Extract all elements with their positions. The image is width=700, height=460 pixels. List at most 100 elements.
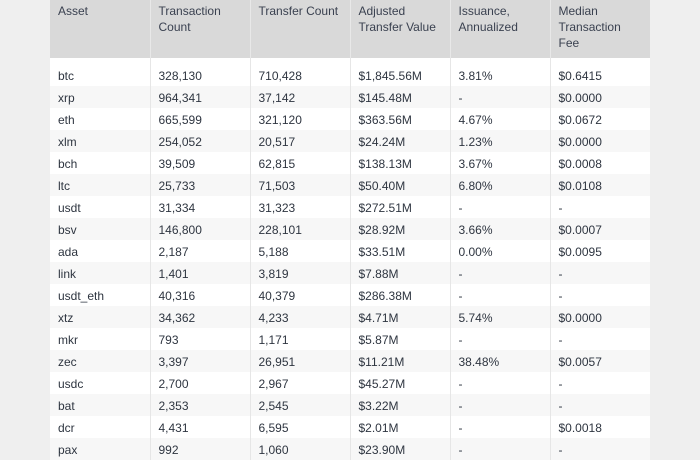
table-row: ltc 25,733 71,503 $50.40M 6.80% $0.0108	[50, 174, 650, 196]
cell-issuance-annualized: -	[450, 262, 551, 284]
cell-issuance-annualized: -	[450, 372, 551, 394]
cell-adjusted-transfer-value: $272.51M	[350, 196, 451, 218]
cell-issuance-annualized: -	[450, 416, 551, 438]
cell-median-transaction-fee: $0.0018	[550, 416, 650, 438]
cell-issuance-annualized: 4.67%	[450, 108, 551, 130]
cell-transfer-count: 37,142	[250, 86, 351, 108]
header-row: Asset Transaction Count Transfer Count A…	[50, 0, 650, 58]
column-header-transaction-count[interactable]: Transaction Count	[150, 0, 251, 58]
cell-asset: bat	[50, 394, 151, 416]
cell-transaction-count: 992	[150, 438, 251, 460]
cell-issuance-annualized: 5.74%	[450, 306, 551, 328]
cell-asset: usdt	[50, 196, 151, 218]
cell-median-transaction-fee: -	[550, 438, 650, 460]
cell-transaction-count: 146,800	[150, 218, 251, 240]
cell-median-transaction-fee: $0.0108	[550, 174, 650, 196]
cell-asset: ada	[50, 240, 151, 262]
cell-median-transaction-fee: -	[550, 328, 650, 350]
cell-adjusted-transfer-value: $4.71M	[350, 306, 451, 328]
cell-adjusted-transfer-value: $145.48M	[350, 86, 451, 108]
cell-transfer-count: 228,101	[250, 218, 351, 240]
cell-transfer-count: 710,428	[250, 58, 351, 86]
cell-asset: ltc	[50, 174, 151, 196]
table-row: usdc 2,700 2,967 $45.27M - -	[50, 372, 650, 394]
cell-transaction-count: 254,052	[150, 130, 251, 152]
table-row: bat 2,353 2,545 $3.22M - -	[50, 394, 650, 416]
cell-transfer-count: 2,967	[250, 372, 351, 394]
cell-issuance-annualized: 1.23%	[450, 130, 551, 152]
cell-issuance-annualized: 38.48%	[450, 350, 551, 372]
cell-issuance-annualized: 3.81%	[450, 58, 551, 86]
table-row: xtz 34,362 4,233 $4.71M 5.74% $0.0000	[50, 306, 650, 328]
cell-asset: bch	[50, 152, 151, 174]
cell-adjusted-transfer-value: $286.38M	[350, 284, 451, 306]
cell-transaction-count: 665,599	[150, 108, 251, 130]
cell-transaction-count: 328,130	[150, 58, 251, 86]
table-row: xlm 254,052 20,517 $24.24M 1.23% $0.0000	[50, 130, 650, 152]
cell-asset: xtz	[50, 306, 151, 328]
table-row: zec 3,397 26,951 $11.21M 38.48% $0.0057	[50, 350, 650, 372]
cell-adjusted-transfer-value: $50.40M	[350, 174, 451, 196]
column-header-adjusted-transfer-value[interactable]: Adjusted Transfer Value	[350, 0, 451, 58]
cell-transfer-count: 5,188	[250, 240, 351, 262]
cell-adjusted-transfer-value: $5.87M	[350, 328, 451, 350]
asset-metrics-table: Asset Transaction Count Transfer Count A…	[50, 0, 650, 460]
cell-issuance-annualized: -	[450, 438, 551, 460]
cell-transaction-count: 793	[150, 328, 251, 350]
cell-transaction-count: 34,362	[150, 306, 251, 328]
cell-transaction-count: 25,733	[150, 174, 251, 196]
cell-asset: xlm	[50, 130, 151, 152]
table-row: mkr 793 1,171 $5.87M - -	[50, 328, 650, 350]
cell-transaction-count: 4,431	[150, 416, 251, 438]
cell-issuance-annualized: 3.67%	[450, 152, 551, 174]
cell-adjusted-transfer-value: $23.90M	[350, 438, 451, 460]
cell-transaction-count: 31,334	[150, 196, 251, 218]
table-row: usdt_eth 40,316 40,379 $286.38M - -	[50, 284, 650, 306]
cell-asset: pax	[50, 438, 151, 460]
cell-median-transaction-fee: $0.0095	[550, 240, 650, 262]
cell-transfer-count: 1,060	[250, 438, 351, 460]
table-row: pax 992 1,060 $23.90M - -	[50, 438, 650, 460]
cell-median-transaction-fee: $0.0007	[550, 218, 650, 240]
cell-median-transaction-fee: $0.6415	[550, 58, 650, 86]
table-row: link 1,401 3,819 $7.88M - -	[50, 262, 650, 284]
cell-issuance-annualized: -	[450, 328, 551, 350]
column-header-issuance-annualized[interactable]: Issuance, Annualized	[450, 0, 551, 58]
column-header-transfer-count[interactable]: Transfer Count	[250, 0, 351, 58]
table-body: btc 328,130 710,428 $1,845.56M 3.81% $0.6415 x…	[50, 58, 650, 460]
cell-transfer-count: 62,815	[250, 152, 351, 174]
cell-asset: bsv	[50, 218, 151, 240]
table-row: usdt 31,334 31,323 $272.51M - -	[50, 196, 650, 218]
table-row: bsv 146,800 228,101 $28.92M 3.66% $0.0007	[50, 218, 650, 240]
cell-median-transaction-fee: -	[550, 262, 650, 284]
cell-asset: mkr	[50, 328, 151, 350]
cell-transfer-count: 1,171	[250, 328, 351, 350]
cell-asset: dcr	[50, 416, 151, 438]
cell-adjusted-transfer-value: $2.01M	[350, 416, 451, 438]
cell-median-transaction-fee: -	[550, 196, 650, 218]
cell-transaction-count: 40,316	[150, 284, 251, 306]
cell-transaction-count: 964,341	[150, 86, 251, 108]
cell-median-transaction-fee: -	[550, 284, 650, 306]
cell-transfer-count: 4,233	[250, 306, 351, 328]
cell-issuance-annualized: -	[450, 394, 551, 416]
cell-asset: xrp	[50, 86, 151, 108]
cell-transaction-count: 2,353	[150, 394, 251, 416]
cell-transfer-count: 3,819	[250, 262, 351, 284]
cell-transfer-count: 6,595	[250, 416, 351, 438]
cell-transaction-count: 39,509	[150, 152, 251, 174]
column-header-median-transaction-fee[interactable]: Median Transaction Fee	[550, 0, 650, 58]
cell-asset: eth	[50, 108, 151, 130]
cell-median-transaction-fee: $0.0057	[550, 350, 650, 372]
cell-asset: usdc	[50, 372, 151, 394]
table-row: eth 665,599 321,120 $363.56M 4.67% $0.0672	[50, 108, 650, 130]
cell-transfer-count: 26,951	[250, 350, 351, 372]
cell-transfer-count: 71,503	[250, 174, 351, 196]
cell-transfer-count: 40,379	[250, 284, 351, 306]
table-header: Asset Transaction Count Transfer Count A…	[50, 0, 650, 58]
cell-adjusted-transfer-value: $33.51M	[350, 240, 451, 262]
cell-asset: usdt_eth	[50, 284, 151, 306]
cell-adjusted-transfer-value: $1,845.56M	[350, 58, 451, 86]
cell-adjusted-transfer-value: $138.13M	[350, 152, 451, 174]
column-header-asset[interactable]: Asset	[50, 0, 151, 58]
